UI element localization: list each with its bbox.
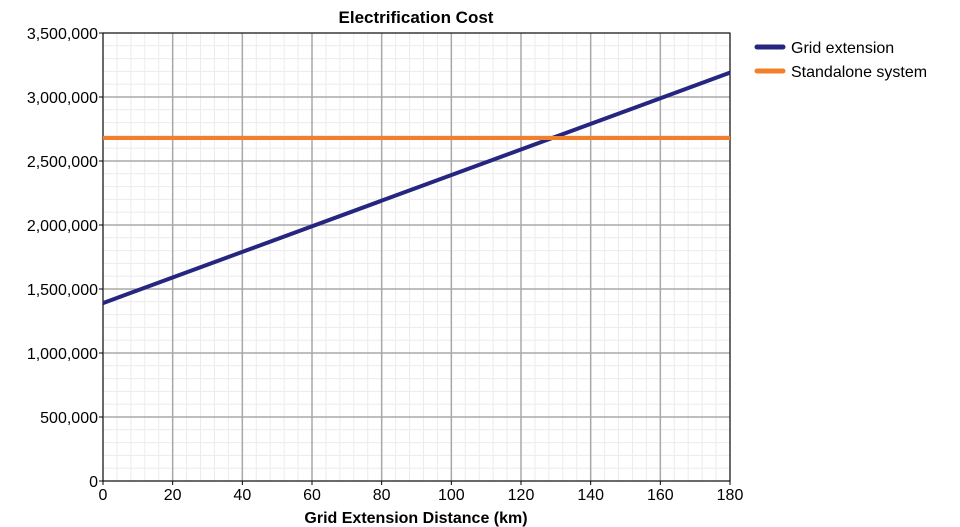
y-tick-label: 500,000	[40, 410, 98, 427]
y-tick-label: 2,000,000	[27, 218, 98, 235]
y-tick-label: 0	[89, 474, 98, 491]
x-tick-label: 60	[303, 487, 321, 504]
legend-label-grid-extension: Grid extension	[791, 40, 894, 57]
x-tick-label: 40	[233, 487, 251, 504]
series-layer	[102, 70, 731, 305]
y-tick-label: 3,000,000	[27, 90, 98, 107]
x-tick-label: 160	[647, 487, 674, 504]
x-tick-label: 140	[577, 487, 604, 504]
plot-area	[103, 33, 730, 481]
x-tick-label: 180	[717, 487, 744, 504]
x-tick-label: 80	[373, 487, 391, 504]
x-axis-ticks: 0 20 40 60 80 100 120 140 160 180	[99, 481, 744, 504]
x-tick-label: 20	[164, 487, 182, 504]
chart-title: Electrification Cost	[339, 8, 494, 27]
series-line-grid-extension	[102, 70, 731, 305]
x-axis-title: Grid Extension Distance (km)	[304, 510, 527, 527]
legend: Grid extension Standalone system	[754, 40, 927, 81]
y-axis-ticks: 0 500,000 1,000,000 1,500,000 2,000,000 2,500…	[27, 26, 103, 491]
y-tick-label: 2,500,000	[27, 154, 98, 171]
x-tick-label: 100	[438, 487, 465, 504]
y-tick-label: 1,500,000	[27, 282, 98, 299]
x-tick-label: 0	[99, 487, 108, 504]
x-tick-label: 120	[508, 487, 535, 504]
y-tick-label: 3,500,000	[27, 26, 98, 43]
plot-border	[102, 32, 731, 482]
y-tick-label: 1,000,000	[27, 346, 98, 363]
legend-label-standalone-system: Standalone system	[791, 64, 927, 81]
